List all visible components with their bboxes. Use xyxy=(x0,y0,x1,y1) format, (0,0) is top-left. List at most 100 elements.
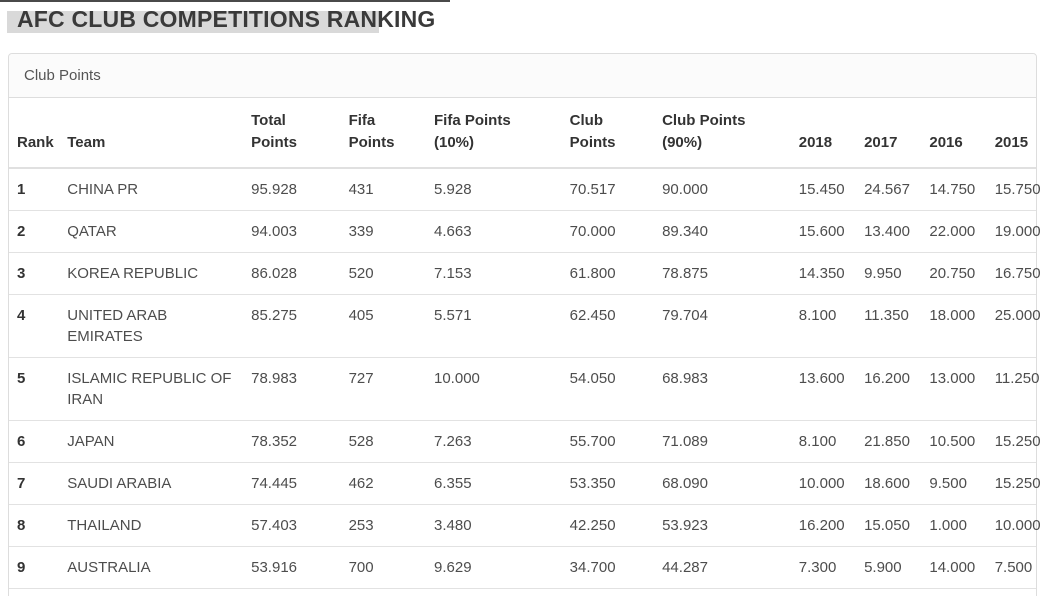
cell-2017: 9.950 xyxy=(856,251,922,294)
page-title: AFC CLUB COMPETITIONS RANKING xyxy=(0,0,450,37)
cell-total-points: 78.352 xyxy=(243,419,341,462)
cell-2018: 10.000 xyxy=(790,461,857,504)
column-header-2015: 2015 xyxy=(986,98,1036,169)
cell-team: JAPAN xyxy=(59,419,244,462)
cell-fifa-points: 462 xyxy=(340,461,426,504)
cell-club-points: 34.700 xyxy=(561,545,655,588)
column-header-2016: 2016 xyxy=(921,98,987,169)
cell-fifa-points: 253 xyxy=(340,503,426,546)
cell-club-points-90: 53.923 xyxy=(654,503,791,546)
title-highlight-bar xyxy=(7,11,379,33)
cell-club-points-90: 89.340 xyxy=(654,209,791,252)
cell-team: UNITED ARAB EMIRATES xyxy=(59,293,244,357)
cell-rank: 10 xyxy=(9,587,60,596)
column-header-fifa-points: Fifa Points xyxy=(340,98,426,169)
cell-fifa-points-10: 7.263 xyxy=(426,419,562,462)
cell-fifa-points-10: 9.629 xyxy=(426,545,562,588)
cell-team: KOREA REPUBLIC xyxy=(59,251,244,294)
cell-2015: 19.000 xyxy=(986,209,1041,252)
cell-fifa-points: 381 xyxy=(340,587,426,596)
table-row: 8 THAILAND 57.403 253 3.480 42.250 53.923 16.20… xyxy=(9,503,1041,546)
cell-2017: 21.850 xyxy=(856,419,922,462)
cell-2016: 10.500 xyxy=(921,419,987,462)
cell-2017: 5.900 xyxy=(856,545,922,588)
cell-2017: 16.200 xyxy=(856,356,922,420)
cell-club-points-90: 36.949 xyxy=(654,587,791,596)
cell-club-points-90: 71.089 xyxy=(654,419,791,462)
cell-fifa-points-10: 6.355 xyxy=(426,461,562,504)
cell-team: SAUDI ARABIA xyxy=(59,461,244,504)
table-row: 3 KOREA REPUBLIC 86.028 520 7.153 61.800 78.87… xyxy=(9,251,1041,294)
cell-rank: 7 xyxy=(9,461,60,504)
column-header-team: Team xyxy=(59,98,244,169)
cell-team: ISLAMIC REPUBLIC OF IRAN xyxy=(59,356,244,420)
cell-2017: 11.350 xyxy=(856,293,922,357)
cell-club-points: 62.450 xyxy=(561,293,655,357)
cell-2016: 22.000 xyxy=(921,209,987,252)
cell-2018: 15.450 xyxy=(798,180,845,198)
table-row: 4 UNITED ARAB EMIRATES 85.275 405 5.571 62.45… xyxy=(9,293,1041,357)
page-title-block: AFC CLUB COMPETITIONS RANKING xyxy=(0,0,450,37)
cell-2016: 9.500 xyxy=(921,461,987,504)
cell-total-points: 74.445 xyxy=(243,461,341,504)
cell-2017: 24.567 xyxy=(864,180,910,198)
cell-2016: 14.750 xyxy=(929,180,976,198)
cell-team: AUSTRALIA xyxy=(59,545,244,588)
cell-fifa-points-10: 3.480 xyxy=(426,503,562,546)
cell-rank: 1 xyxy=(17,180,26,198)
cell-2018: 7.300 xyxy=(790,545,857,588)
cell-2016: 14.000 xyxy=(921,545,987,588)
cell-total-points: 42.19 xyxy=(243,587,341,596)
table-row: 7 SAUDI ARABIA 74.445 462 6.355 53.350 68.090 1… xyxy=(9,461,1041,504)
column-header-fifa-points-10: Fifa Points (10%) xyxy=(426,98,562,169)
column-header-rank: Rank xyxy=(9,98,60,169)
cell-fifa-points: 339 xyxy=(340,209,426,252)
cell-rank: 2 xyxy=(9,209,60,252)
cell-2015: 16.750 xyxy=(986,251,1041,294)
cell-2015: 15.750 xyxy=(994,180,1041,198)
cell-club-points: 70.000 xyxy=(561,209,655,252)
cell-2018: 16.200 xyxy=(790,503,857,546)
cell-fifa-points: 528 xyxy=(340,419,426,462)
cell-2018: 9.400 xyxy=(790,587,857,596)
cell-fifa-points-10: 7.153 xyxy=(426,251,562,294)
cell-club-points: 55.700 xyxy=(561,419,655,462)
cell-2018: 13.600 xyxy=(790,356,857,420)
cell-total-points: 95.928 xyxy=(251,180,298,198)
cell-total-points: 53.916 xyxy=(243,545,341,588)
cell-2017: 15.050 xyxy=(856,503,922,546)
cell-club-points: 70.517 xyxy=(569,180,616,198)
cell-club-points-90: 78.875 xyxy=(654,251,791,294)
table-row: 5 ISLAMIC REPUBLIC OF IRAN 78.983 727 10.000… xyxy=(9,356,1039,420)
cell-club-points: 42.250 xyxy=(561,503,655,546)
table-row: 10UZBEKISTAN42.193815.24128.95036.9499.4… xyxy=(9,587,1036,596)
ranking-table: Rank Team Total Points Fifa Points Fifa Poin… xyxy=(9,98,1041,596)
cell-2016: 18.000 xyxy=(921,293,987,357)
cell-2016: 1.000 xyxy=(921,503,987,546)
cell-fifa-points-10: 5.928 xyxy=(434,180,472,198)
table-row: 9 AUSTRALIA 53.916 700 9.629 34.700 44.287 7.30… xyxy=(9,545,1036,588)
table-row: 6 JAPAN 78.352 528 7.263 55.700 71.089 8.100 21.… xyxy=(9,419,1041,462)
cell-rank: 6 xyxy=(9,419,60,462)
table-body: 1 CHINA PR 95.928 431 5.928 70.517 90.000 15.45… xyxy=(9,168,1041,596)
cell-2016: 20.750 xyxy=(921,251,987,294)
cell-2015: 10.000 xyxy=(986,503,1041,546)
club-points-panel: Club Points Rank Team Total Points Fifa Poi… xyxy=(8,53,1041,596)
cell-fifa-points-10: 4.663 xyxy=(426,209,562,252)
cell-club-points: 53.350 xyxy=(561,461,655,504)
cell-2015: 11.250 xyxy=(986,356,1039,420)
cell-2015: 15.250 xyxy=(986,419,1041,462)
cell-2018: 8.100 xyxy=(790,293,857,357)
cell-2015: 7.500 xyxy=(986,545,1036,588)
column-header-2017: 2017 xyxy=(856,98,922,169)
cell-total-points: 86.028 xyxy=(243,251,341,294)
cell-total-points: 78.983 xyxy=(243,356,341,420)
cell-rank: 4 xyxy=(9,293,60,357)
cell-2017: 5.050 xyxy=(856,587,922,596)
cell-2016: 9.750 xyxy=(921,587,987,596)
cell-club-points-90: 68.090 xyxy=(654,461,791,504)
cell-2016: 13.000 xyxy=(921,356,987,420)
header-row: Rank Team Total Points Fifa Points Fifa Poin… xyxy=(9,98,1036,169)
column-header-2018: 2018 xyxy=(790,98,857,169)
cell-fifa-points-10: 5.241 xyxy=(426,587,562,596)
